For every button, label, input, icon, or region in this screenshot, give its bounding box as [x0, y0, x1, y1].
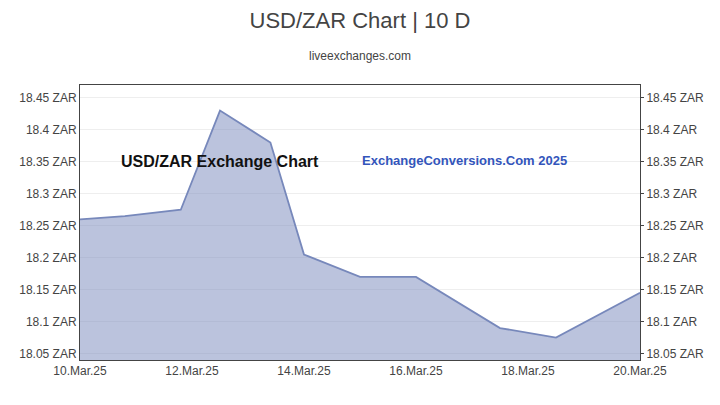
svg-text:18.35 ZAR: 18.35 ZAR: [19, 155, 77, 169]
svg-text:18.Mar.25: 18.Mar.25: [501, 364, 555, 378]
svg-text:18.1 ZAR: 18.1 ZAR: [646, 315, 697, 329]
svg-text:18.45 ZAR: 18.45 ZAR: [19, 91, 77, 105]
svg-text:18.2 ZAR: 18.2 ZAR: [26, 251, 77, 265]
svg-text:14.Mar.25: 14.Mar.25: [277, 364, 331, 378]
svg-text:18.25 ZAR: 18.25 ZAR: [646, 219, 704, 233]
svg-text:USD/ZAR Exchange Chart: USD/ZAR Exchange Chart: [121, 153, 319, 170]
svg-text:18.15 ZAR: 18.15 ZAR: [19, 283, 77, 297]
svg-text:ExchangeConversions.Com 2025: ExchangeConversions.Com 2025: [362, 153, 567, 168]
svg-text:18.05 ZAR: 18.05 ZAR: [19, 347, 77, 361]
svg-text:18.45 ZAR: 18.45 ZAR: [646, 91, 704, 105]
svg-text:18.3 ZAR: 18.3 ZAR: [26, 187, 77, 201]
svg-text:12.Mar.25: 12.Mar.25: [165, 364, 219, 378]
svg-text:18.4 ZAR: 18.4 ZAR: [26, 123, 77, 137]
svg-text:18.35 ZAR: 18.35 ZAR: [646, 155, 704, 169]
svg-text:18.1 ZAR: 18.1 ZAR: [26, 315, 77, 329]
svg-text:18.4 ZAR: 18.4 ZAR: [646, 123, 697, 137]
svg-text:18.3 ZAR: 18.3 ZAR: [646, 187, 697, 201]
svg-text:18.25 ZAR: 18.25 ZAR: [19, 219, 77, 233]
svg-text:USD/ZAR Chart | 10 D: USD/ZAR Chart | 10 D: [250, 8, 471, 33]
svg-text:10.Mar.25: 10.Mar.25: [53, 364, 107, 378]
svg-text:18.15 ZAR: 18.15 ZAR: [646, 283, 704, 297]
svg-text:20.Mar.25: 20.Mar.25: [613, 364, 667, 378]
svg-text:18.05 ZAR: 18.05 ZAR: [646, 347, 704, 361]
svg-text:liveexchanges.com: liveexchanges.com: [309, 49, 411, 63]
svg-text:18.2 ZAR: 18.2 ZAR: [646, 251, 697, 265]
svg-text:16.Mar.25: 16.Mar.25: [389, 364, 443, 378]
